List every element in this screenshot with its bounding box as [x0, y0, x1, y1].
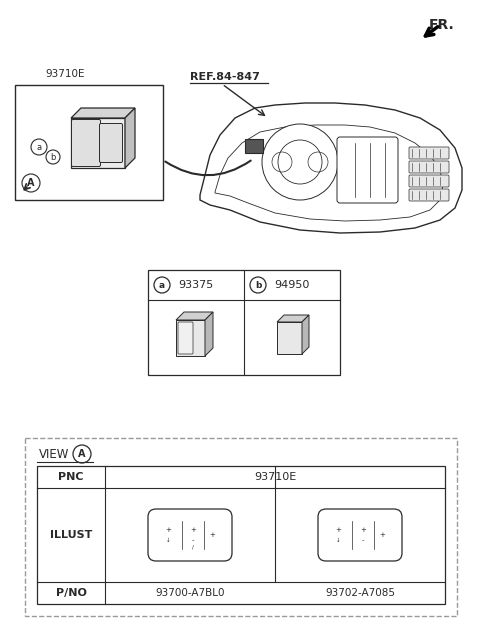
- Text: a: a: [159, 280, 165, 290]
- Polygon shape: [200, 103, 462, 233]
- Polygon shape: [277, 315, 309, 322]
- Text: /: /: [192, 545, 194, 549]
- Text: +: +: [335, 527, 341, 533]
- FancyBboxPatch shape: [178, 322, 193, 354]
- FancyBboxPatch shape: [25, 438, 457, 616]
- FancyBboxPatch shape: [99, 123, 122, 163]
- Text: b: b: [50, 153, 56, 161]
- FancyBboxPatch shape: [337, 137, 398, 203]
- Text: ↓: ↓: [336, 538, 340, 543]
- Polygon shape: [71, 118, 125, 168]
- Circle shape: [22, 174, 40, 192]
- Text: +: +: [360, 527, 366, 533]
- Text: 93710E: 93710E: [45, 69, 84, 79]
- Text: +: +: [165, 527, 171, 533]
- Text: -: -: [192, 537, 194, 543]
- FancyBboxPatch shape: [409, 175, 449, 187]
- FancyBboxPatch shape: [37, 466, 445, 604]
- FancyBboxPatch shape: [318, 509, 402, 561]
- Text: +: +: [379, 532, 385, 538]
- Text: +: +: [209, 532, 215, 538]
- FancyBboxPatch shape: [245, 139, 263, 153]
- FancyBboxPatch shape: [409, 189, 449, 201]
- Circle shape: [154, 277, 170, 293]
- Text: FR.: FR.: [429, 18, 455, 32]
- Text: a: a: [36, 143, 42, 151]
- Polygon shape: [302, 315, 309, 354]
- Polygon shape: [71, 108, 135, 118]
- Text: -: -: [362, 537, 364, 543]
- Text: REF.84-847: REF.84-847: [190, 72, 260, 82]
- FancyBboxPatch shape: [15, 85, 163, 200]
- Text: A: A: [78, 449, 86, 459]
- Text: A: A: [27, 178, 35, 188]
- Text: 93375: 93375: [178, 280, 213, 290]
- Text: 93700-A7BL0: 93700-A7BL0: [155, 588, 225, 598]
- Text: 93702-A7085: 93702-A7085: [325, 588, 395, 598]
- Text: VIEW: VIEW: [39, 447, 70, 460]
- FancyBboxPatch shape: [148, 270, 340, 375]
- Circle shape: [46, 150, 60, 164]
- Circle shape: [262, 124, 338, 200]
- Polygon shape: [176, 312, 213, 320]
- Text: ↓: ↓: [166, 538, 170, 543]
- Text: PNC: PNC: [58, 472, 84, 482]
- Polygon shape: [125, 108, 135, 168]
- Text: ILLUST: ILLUST: [50, 530, 92, 540]
- Text: b: b: [255, 280, 261, 290]
- Text: +: +: [190, 527, 196, 533]
- Polygon shape: [205, 312, 213, 356]
- FancyBboxPatch shape: [148, 509, 232, 561]
- FancyBboxPatch shape: [72, 120, 100, 166]
- Text: P/NO: P/NO: [56, 588, 86, 598]
- Polygon shape: [176, 320, 205, 356]
- Text: 94950: 94950: [274, 280, 310, 290]
- Polygon shape: [277, 322, 302, 354]
- FancyBboxPatch shape: [409, 161, 449, 173]
- Text: 93710E: 93710E: [254, 472, 296, 482]
- Circle shape: [250, 277, 266, 293]
- Circle shape: [31, 139, 47, 155]
- FancyBboxPatch shape: [409, 147, 449, 159]
